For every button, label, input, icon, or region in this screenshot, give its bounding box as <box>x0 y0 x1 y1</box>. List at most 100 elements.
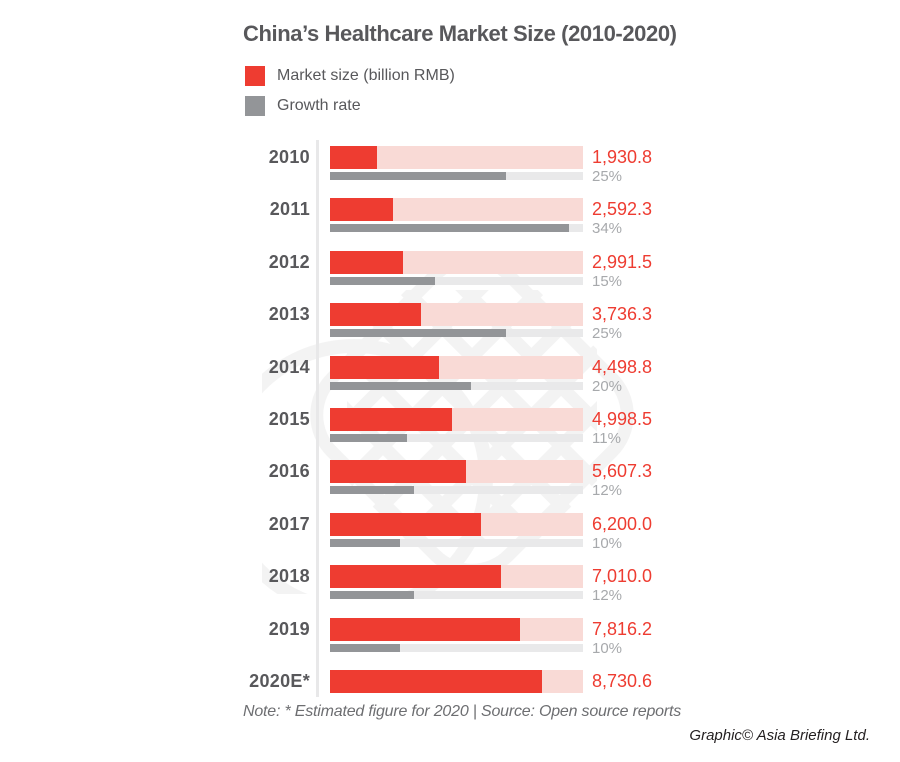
growth-value-label: 12% <box>592 482 623 500</box>
bar-group <box>330 407 583 442</box>
market-bar-track <box>330 303 583 327</box>
growth-bar-track <box>330 591 583 600</box>
growth-bar-fill <box>330 486 415 495</box>
year-label: 2017 <box>268 513 310 534</box>
year-label: 2014 <box>268 356 310 377</box>
chart-row: 2020E* 8,730.6 <box>245 669 653 704</box>
bar-group <box>330 355 583 390</box>
legend-item-growth-rate: Growth rate <box>245 96 455 116</box>
bar-group <box>330 669 583 693</box>
chart-rows: 2010 1,930.8 25% 2011 2,592.3 34% <box>245 146 652 722</box>
year-label: 2013 <box>268 304 310 325</box>
growth-value-label: 10% <box>592 639 623 657</box>
bar-group <box>330 303 583 338</box>
bar-group <box>330 250 583 285</box>
growth-value-label: 34% <box>592 220 623 238</box>
market-value-label: 6,200.0 <box>592 513 653 534</box>
year-label: 2020E* <box>249 670 310 691</box>
value-group: 6,200.0 10% <box>592 513 652 551</box>
growth-bar-fill <box>330 538 401 547</box>
market-bar-track <box>330 512 583 536</box>
bar-group <box>330 198 583 233</box>
growth-bar-fill <box>330 276 436 285</box>
value-group: 7,816.2 10% <box>592 618 652 656</box>
growth-bar-fill <box>330 643 401 652</box>
growth-value-label: 15% <box>592 272 623 290</box>
year-label: 2010 <box>268 147 310 167</box>
bar-group <box>330 460 583 495</box>
market-value-label: 7,010.0 <box>592 566 653 587</box>
year-label: 2015 <box>268 408 310 429</box>
legend-item-market-size: Market size (billion RMB) <box>245 66 455 86</box>
year-label: 2012 <box>268 251 310 272</box>
market-bar-fill <box>330 460 467 484</box>
market-bar-fill <box>330 250 403 274</box>
market-bar-fill <box>330 565 501 589</box>
growth-bar-fill <box>330 172 506 180</box>
market-bar-fill <box>330 669 543 693</box>
market-value-label: 2,991.5 <box>592 251 653 272</box>
bar-group <box>330 565 583 600</box>
chart-row: 2014 4,498.8 20% <box>245 355 652 394</box>
year-label: 2018 <box>268 566 310 587</box>
growth-bar-fill <box>330 591 415 600</box>
value-group: 3,736.3 25% <box>592 303 652 341</box>
value-group: 4,498.8 20% <box>592 356 652 394</box>
growth-rate-swatch-icon <box>245 96 265 116</box>
growth-value-label: 10% <box>592 534 623 552</box>
market-size-swatch-icon <box>245 66 265 86</box>
market-bar-fill <box>330 407 452 431</box>
market-bar-track <box>330 250 583 274</box>
market-bar-track <box>330 407 583 431</box>
market-value-label: 7,816.2 <box>592 618 653 639</box>
chart-row: 2018 7,010.0 12% <box>245 565 652 603</box>
chart-row: 2019 7,816.2 10% <box>245 617 652 656</box>
market-value-label: 2,592.3 <box>592 199 653 220</box>
growth-bar-track <box>330 329 583 338</box>
value-group: 2,991.5 15% <box>592 251 652 289</box>
market-value-label: 5,607.3 <box>592 461 653 482</box>
value-group: 7,010.0 12% <box>592 565 652 603</box>
market-bar-fill <box>330 512 481 536</box>
growth-bar-track <box>330 643 583 652</box>
value-group: 2,592.3 34% <box>592 198 652 236</box>
chart-row: 2010 1,930.8 25% <box>245 146 653 184</box>
bar-group <box>330 617 583 652</box>
market-bar-track <box>330 669 583 693</box>
growth-bar-track <box>330 486 583 495</box>
bar-group <box>330 146 583 180</box>
growth-value-label: 20% <box>592 377 623 395</box>
market-bar-track <box>330 198 583 222</box>
growth-bar-fill <box>330 381 471 390</box>
market-value-label: 3,736.3 <box>592 304 653 325</box>
market-bar-fill <box>330 355 440 379</box>
value-group: 5,607.3 12% <box>592 460 652 498</box>
market-bar-track <box>330 460 583 484</box>
market-value-label: 1,930.8 <box>592 147 653 167</box>
chart-title: China’s Healthcare Market Size (2010-202… <box>243 21 677 46</box>
growth-bar-track <box>330 276 583 285</box>
market-value-label: 4,998.5 <box>592 408 653 429</box>
chart-row: 2016 5,607.3 12% <box>245 460 652 498</box>
credit-line: Graphic© Asia Briefing Ltd. <box>689 727 870 744</box>
growth-bar-track <box>330 538 583 547</box>
axis-line <box>316 140 319 697</box>
market-value-label: 8,730.6 <box>592 670 653 691</box>
market-bar-track <box>330 565 583 589</box>
market-bar-fill <box>330 303 421 327</box>
market-bar-fill <box>330 617 521 641</box>
growth-bar-track <box>330 172 583 180</box>
legend-label: Market size (billion RMB) <box>277 67 455 84</box>
footnote: Note: * Estimated figure for 2020 | Sour… <box>243 703 682 720</box>
market-bar-track <box>330 617 583 641</box>
year-label: 2016 <box>268 461 310 482</box>
year-label: 2019 <box>268 618 310 639</box>
legend-label: Growth rate <box>277 97 361 114</box>
growth-value-label: 25% <box>592 168 623 185</box>
growth-bar-track <box>330 224 583 233</box>
market-bar-track <box>330 355 583 379</box>
chart-row: 2013 3,736.3 25% <box>245 303 652 341</box>
growth-bar-fill <box>330 224 569 233</box>
growth-bar-fill <box>330 433 408 442</box>
market-bar-fill <box>330 146 377 169</box>
